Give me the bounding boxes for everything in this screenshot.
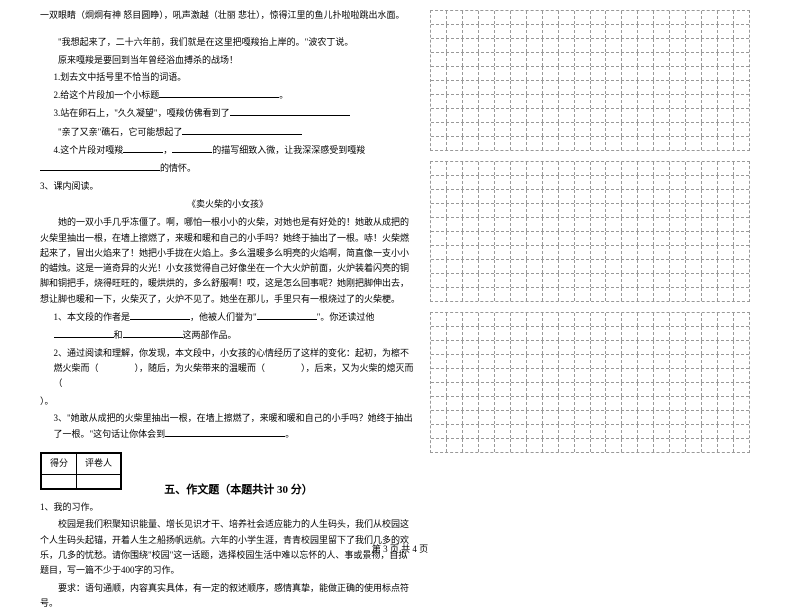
passage2-q2: 2、通过阅读和理解，你发现，本文段中，小女孩的心情经历了这样的变化：起初，为檫不…	[40, 346, 415, 392]
blank-field[interactable]	[54, 327, 114, 338]
passage2-header: 3、课内阅读。	[40, 179, 415, 194]
passage2-title: 《卖火柴的小女孩》	[40, 197, 415, 212]
blank-field[interactable]	[257, 309, 317, 320]
passage1-line1: 一双眼睛（炯炯有神 怒目圆睁），吼声激越（壮丽 悲壮），惊得江里的鱼儿扑啦啦跳出…	[40, 8, 415, 23]
passage2-q3: 3、"她敢从成把的火柴里抽出一根，在墙上擦燃了，来暖和暖和自己的小手吗？她终于抽…	[40, 411, 415, 443]
blank-field[interactable]	[230, 105, 350, 116]
section5-header-row: 得分 评卷人 五、作文题（本题共计 30 分）	[40, 444, 415, 500]
passage2-q1: 1、本文段的作者是，他被人们誉为""。你还读过他	[40, 309, 415, 325]
passage1-q2: 2.给这个片段加一个小标题。	[40, 87, 415, 103]
blank-field[interactable]	[123, 327, 183, 338]
blank-field[interactable]	[40, 160, 160, 171]
passage2-body: 她的一双小手几乎冻僵了。啊，哪怕一根小小的火柴，对她也是有好处的！她敢从成把的火…	[40, 215, 415, 307]
passage1-q1: 1.划去文中括号里不恰当的词语。	[40, 70, 415, 85]
passage1-line2: "我想起来了，二十六年前，我们就是在这里把嘎羧抬上岸的。"波农丁说。	[40, 35, 415, 50]
page-footer: 第 3 页 共 4 页	[0, 542, 800, 557]
score-label: 得分	[42, 454, 77, 474]
blank-field[interactable]	[182, 124, 302, 135]
score-box: 得分 评卷人	[40, 452, 122, 489]
blank-field[interactable]	[165, 426, 285, 437]
writing-grid-1[interactable]	[430, 10, 750, 151]
passage2-q2b: ）。	[40, 394, 415, 409]
score-cell[interactable]	[42, 474, 77, 488]
left-column: 一双眼睛（炯炯有神 怒目圆睁），吼声激越（壮丽 悲壮），惊得江里的鱼儿扑啦啦跳出…	[40, 8, 430, 613]
section5-body2: 要求：语句通顺，内容真实具体，有一定的叙述顺序，感情真挚，能做正确的使用标点符号…	[40, 581, 415, 612]
writing-grid-2[interactable]	[430, 161, 750, 302]
passage1-q4: 4.这个片段对嘎羧，的描写细致入微，让我深深感受到嘎羧	[40, 142, 415, 158]
blank-field[interactable]	[172, 142, 212, 153]
passage2-q1b: 和这两部作品。	[40, 327, 415, 343]
passage1-line3: 原来嘎羧是要回到当年曾经浴血搏杀的战场！	[40, 53, 415, 68]
blank-field[interactable]	[123, 142, 163, 153]
grader-cell[interactable]	[77, 474, 121, 488]
writing-grid-3[interactable]	[430, 312, 750, 453]
right-column	[430, 8, 750, 613]
passage1-q3a: 3.站在卵石上，"久久凝望"，嘎羧仿佛看到了	[40, 105, 415, 121]
passage1-q4d: 的情怀。	[40, 160, 415, 176]
passage1-q3b: "亲了又亲"礁石，它可能想起了	[40, 124, 415, 140]
blank-field[interactable]	[159, 87, 279, 98]
section5-qnum: 1、我的习作。	[40, 500, 415, 515]
section5-title: 五、作文题（本题共计 30 分）	[164, 481, 313, 500]
blank-field[interactable]	[130, 309, 190, 320]
grader-label: 评卷人	[77, 454, 121, 474]
